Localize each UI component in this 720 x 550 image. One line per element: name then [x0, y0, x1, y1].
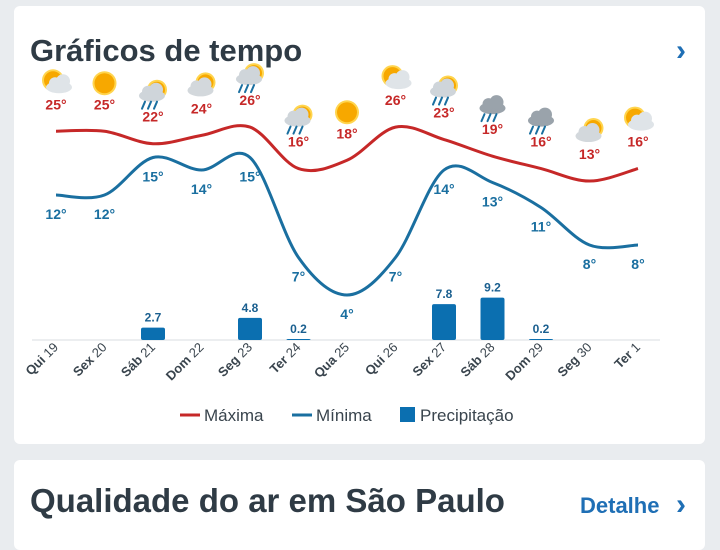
min-temp-label: 4° — [340, 306, 353, 322]
cloud-icon — [149, 82, 163, 97]
cloud-icon — [246, 66, 260, 81]
chevron-right-icon[interactable]: › — [676, 488, 686, 521]
rain-drop-icon — [438, 96, 443, 106]
weather-chart: 2.7 4.8 0.2 7.8 9.2 0.2 25° 25° 22° 24° 26° 16° 18° 2… — [22, 63, 660, 425]
day-label: Qua 25 — [311, 340, 352, 381]
sun-icon — [94, 73, 115, 94]
day-label: Sex 20 — [70, 340, 110, 380]
min-temp-line — [55, 151, 639, 297]
rain-drop-icon — [250, 84, 255, 94]
legend-min-label: Mínima — [316, 406, 372, 425]
chevron-right-icon[interactable]: › — [676, 34, 686, 67]
rain-drop-icon — [541, 125, 546, 135]
max-temp-label: 25° — [94, 96, 115, 112]
precipitation-label: 4.8 — [242, 301, 259, 315]
cloud-icon — [294, 107, 309, 122]
precipitation-label: 7.8 — [436, 287, 453, 301]
max-temp-label: 25° — [45, 96, 66, 112]
precipitation-label: 9.2 — [484, 281, 501, 295]
rain-drop-icon — [486, 113, 492, 123]
min-temp-label: 15° — [239, 169, 260, 185]
max-temp-label: 16° — [627, 134, 648, 150]
max-temp-label: 26° — [239, 92, 260, 108]
precipitation-bar — [238, 317, 262, 340]
detail-link[interactable]: Detalhe — [580, 493, 660, 518]
precipitation-bar — [286, 339, 311, 340]
max-temp-label: 23° — [433, 105, 454, 121]
min-temp-label: 12° — [94, 206, 115, 222]
min-temp-label: 7° — [292, 269, 305, 285]
rain-drop-icon — [141, 100, 146, 110]
max-temp-label: 18° — [336, 125, 357, 141]
legend-max-label: Máxima — [204, 406, 264, 425]
rain-drop-icon — [535, 125, 540, 135]
rain-drop-icon — [286, 125, 292, 135]
cloud-icon — [56, 74, 70, 89]
day-label: Seg 30 — [554, 340, 594, 380]
cloud-icon — [197, 77, 212, 92]
air-quality-title: Qualidade do ar em São Paulo — [30, 482, 505, 519]
precipitation-label: 0.2 — [290, 322, 307, 336]
rain-drop-icon — [244, 84, 249, 94]
day-label: Sáb 21 — [118, 340, 158, 380]
rain-drop-icon — [147, 100, 152, 110]
rain-drop-icon — [444, 96, 449, 106]
cloud-icon — [538, 107, 552, 122]
precipitation-label: 2.7 — [145, 311, 162, 325]
max-temp-label: 13° — [579, 146, 600, 162]
legend-precip-swatch — [400, 407, 415, 422]
max-temp-label: 19° — [482, 121, 503, 137]
cloud-icon — [489, 95, 504, 110]
min-temp-label: 7° — [389, 269, 402, 285]
cloud-icon — [440, 78, 454, 93]
precipitation-label: 0.2 — [533, 322, 550, 336]
min-temp-label: 12° — [45, 206, 66, 222]
precipitation-bar — [432, 304, 456, 340]
rain-drop-icon — [492, 113, 498, 123]
rain-drop-icon — [292, 125, 298, 135]
day-label: Sex 27 — [409, 340, 449, 380]
day-label: Seg 23 — [215, 340, 255, 380]
min-temp-label: 8° — [631, 256, 644, 272]
precipitation-bar — [529, 339, 553, 340]
min-temp-label: 13° — [482, 194, 503, 210]
day-label: Dom 29 — [502, 340, 546, 384]
day-label: Qui 26 — [362, 340, 401, 379]
sun-icon — [337, 102, 357, 123]
precipitation-bar — [141, 327, 165, 340]
min-temp-label: 8° — [583, 256, 596, 272]
weather-charts-card: Gráficos de tempo › — [14, 6, 705, 444]
precipitation-bar — [480, 297, 505, 340]
rain-drop-icon — [480, 113, 486, 123]
rain-drop-icon — [529, 125, 534, 135]
rain-drop-icon — [298, 125, 304, 135]
max-temp-label: 16° — [530, 134, 551, 150]
min-temp-label: 11° — [531, 219, 551, 235]
day-label: Ter 1 — [611, 340, 643, 372]
legend-precip-label: Precipitação — [420, 406, 514, 425]
max-temp-label: 26° — [385, 92, 406, 108]
weather-charts-title: Gráficos de tempo — [30, 33, 303, 68]
max-temp-label: 16° — [288, 134, 309, 150]
min-temp-label: 14° — [433, 181, 454, 197]
rain-drop-icon — [432, 96, 437, 106]
min-temp-label: 14° — [191, 181, 212, 197]
cloud-icon — [638, 111, 652, 126]
cloud-icon — [585, 123, 600, 138]
max-temp-line — [55, 124, 639, 183]
rain-drop-icon — [153, 100, 158, 110]
rain-drop-icon — [238, 84, 243, 94]
max-temp-label: 24° — [191, 100, 212, 116]
day-label: Sáb 28 — [457, 340, 497, 380]
day-label: Dom 22 — [163, 340, 207, 384]
min-temp-label: 15° — [142, 169, 163, 185]
max-temp-label: 22° — [142, 109, 163, 125]
day-label: Ter 24 — [267, 340, 304, 377]
day-label: Qui 19 — [22, 340, 61, 379]
cloud-icon — [395, 70, 410, 85]
